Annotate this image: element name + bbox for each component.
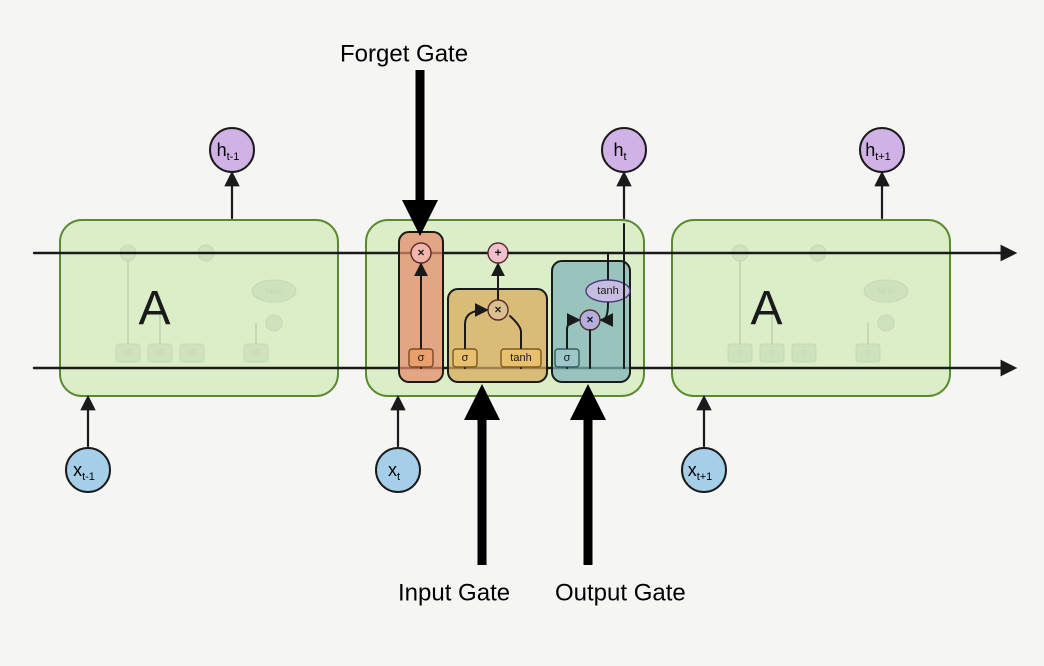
cell-next: [672, 220, 950, 396]
cell-prev: [60, 220, 338, 396]
label-output: Output Gate: [555, 579, 686, 606]
label-input: Input Gate: [398, 579, 510, 606]
cell-prev-label: A: [139, 282, 171, 335]
label-forget: Forget Gate: [340, 40, 468, 67]
op-mult-output-glyph: ×: [586, 313, 593, 327]
svg-text:σ: σ: [157, 348, 164, 359]
lstm-diagram: σσσσtanhAσσσσtanhAxt-1xtxt+1ht-1htht+1σσ…: [0, 0, 1044, 666]
op-mult-forget-glyph: ×: [417, 246, 424, 260]
svg-text:σ: σ: [189, 348, 196, 359]
svg-text:tanh: tanh: [265, 285, 283, 295]
tanh-candidate-label: tanh: [510, 352, 531, 364]
svg-text:σ: σ: [125, 348, 132, 359]
cell-next-label: A: [751, 282, 783, 335]
op-mult-input-glyph: ×: [494, 303, 501, 317]
svg-text:tanh: tanh: [877, 285, 895, 295]
svg-text:σ: σ: [737, 348, 744, 359]
svg-text:σ: σ: [865, 348, 872, 359]
svg-text:σ: σ: [253, 348, 260, 359]
diagram-svg: σσσσtanhAσσσσtanhAxt-1xtxt+1ht-1htht+1σσ…: [0, 0, 1044, 666]
svg-text:σ: σ: [769, 348, 776, 359]
sigma-input-label: σ: [462, 352, 469, 364]
sigma-output-label: σ: [564, 352, 571, 364]
sigma-forget-label: σ: [418, 352, 425, 364]
op-plus-glyph: +: [494, 246, 501, 260]
svg-text:σ: σ: [801, 348, 808, 359]
tanh-output-label: tanh: [597, 285, 618, 297]
